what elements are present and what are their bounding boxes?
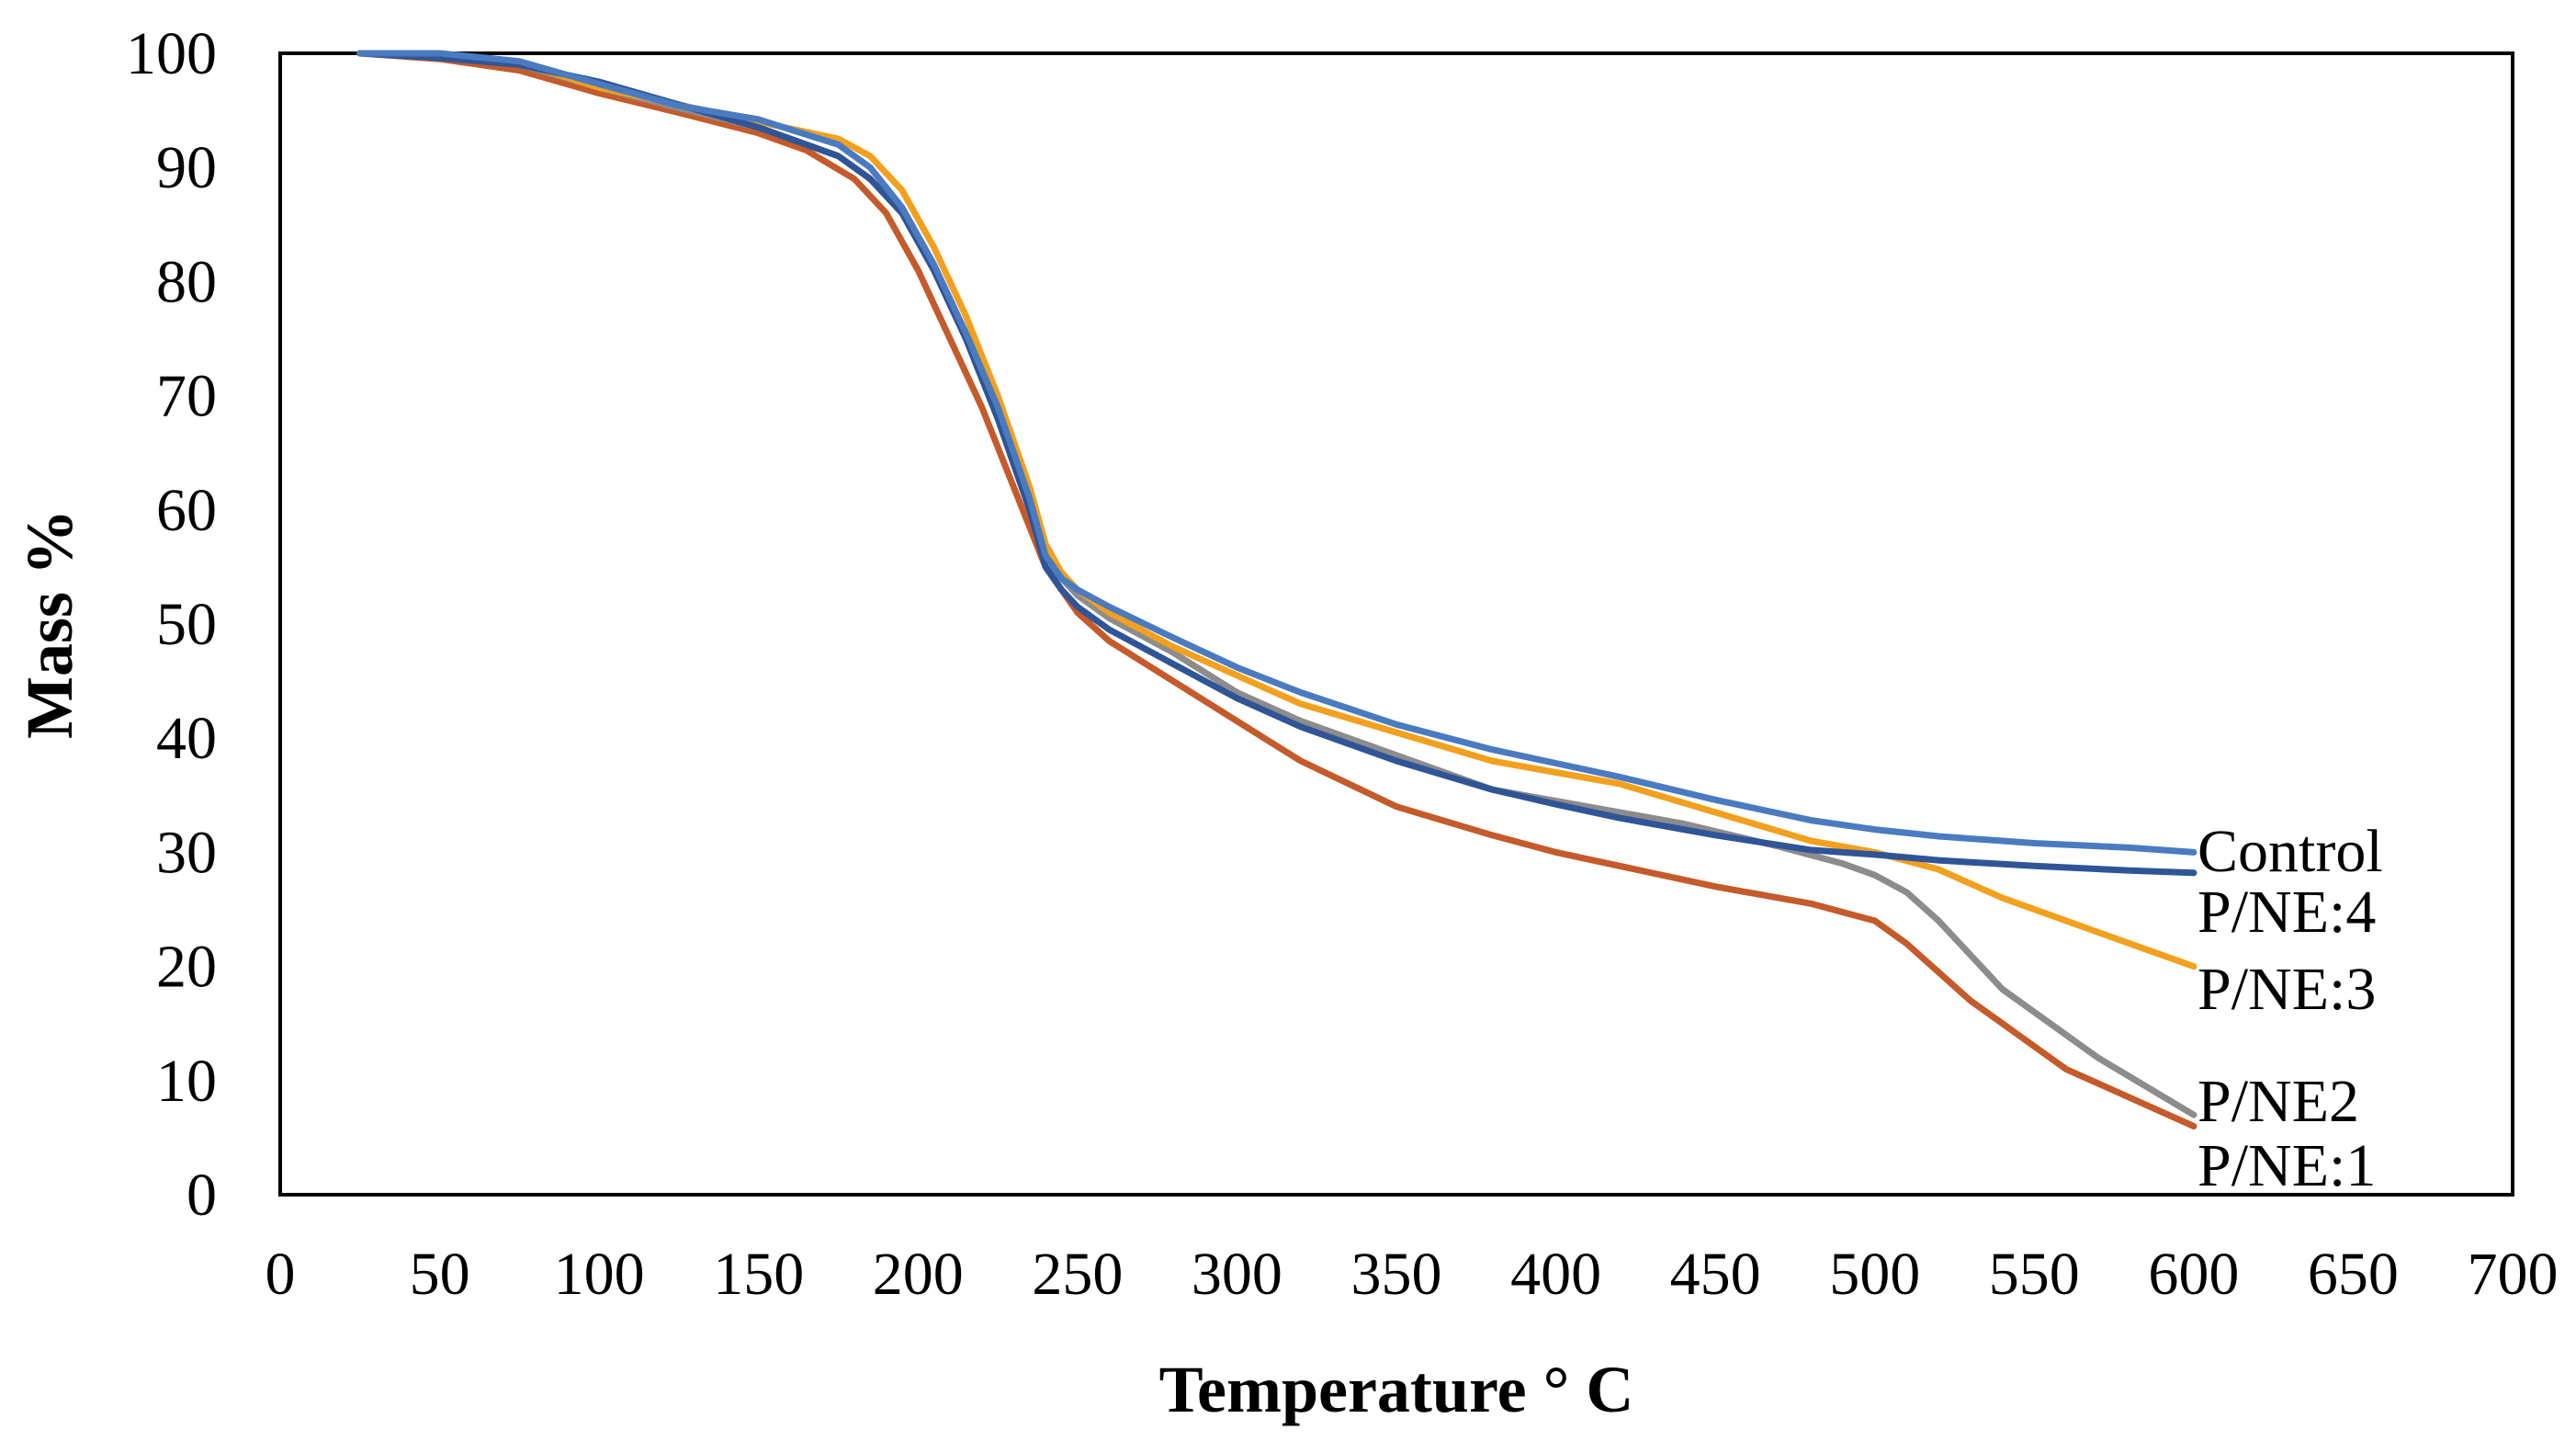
y-tick-label: 0 (186, 1162, 217, 1229)
y-tick-label: 20 (156, 934, 217, 1001)
series-label-p-ne2: P/NE2 (2198, 1068, 2359, 1135)
series-label-p-ne-3: P/NE:3 (2198, 956, 2376, 1023)
series-label-p-ne-4: P/NE:4 (2198, 879, 2376, 946)
x-tick-label: 400 (1510, 1241, 1601, 1308)
x-tick-label: 350 (1351, 1241, 1442, 1308)
x-tick-label: 600 (2148, 1241, 2239, 1308)
x-tick-label: 300 (1192, 1241, 1282, 1308)
y-tick-label: 60 (156, 477, 217, 544)
y-tick-label: 50 (156, 591, 217, 658)
y-tick-label: 70 (156, 363, 217, 430)
series-line-p-ne-4 (356, 50, 2198, 877)
plot-area-frame (278, 51, 2514, 1197)
series-line-p-ne-1 (356, 50, 2198, 1129)
y-tick-label: 90 (156, 134, 217, 201)
y-tick-label: 10 (156, 1048, 217, 1115)
series-label-p-ne-1: P/NE:1 (2198, 1132, 2376, 1199)
x-tick-label: 500 (1829, 1241, 1920, 1308)
series-line-control (356, 50, 2198, 856)
x-tick-label: 50 (410, 1241, 470, 1308)
x-tick-label: 250 (1032, 1241, 1123, 1308)
y-tick-label: 30 (156, 819, 217, 886)
y-axis-title: Mass % (13, 509, 86, 739)
x-tick-label: 650 (2308, 1241, 2399, 1308)
series-lines (356, 50, 2198, 1129)
x-axis-title: Temperature ° C (1159, 1353, 1634, 1426)
x-tick-labels: 0 50 100 150 200 250 300 350 400 450 500 550 600 650 7… (266, 1241, 2559, 1308)
series-label-control: Control (2198, 818, 2383, 885)
x-tick-label: 200 (873, 1241, 964, 1308)
x-tick-label: 0 (266, 1241, 296, 1308)
x-tick-label: 550 (1989, 1241, 2080, 1308)
x-tick-label: 100 (554, 1241, 645, 1308)
y-tick-label: 80 (156, 248, 217, 315)
x-tick-label: 150 (713, 1241, 804, 1308)
y-tick-labels: 0 10 20 30 40 50 60 70 80 90 100 (126, 20, 217, 1229)
x-tick-label: 450 (1670, 1241, 1761, 1308)
x-tick-label: 700 (2468, 1241, 2559, 1308)
y-tick-label: 40 (156, 705, 217, 772)
y-tick-label: 100 (126, 20, 217, 87)
